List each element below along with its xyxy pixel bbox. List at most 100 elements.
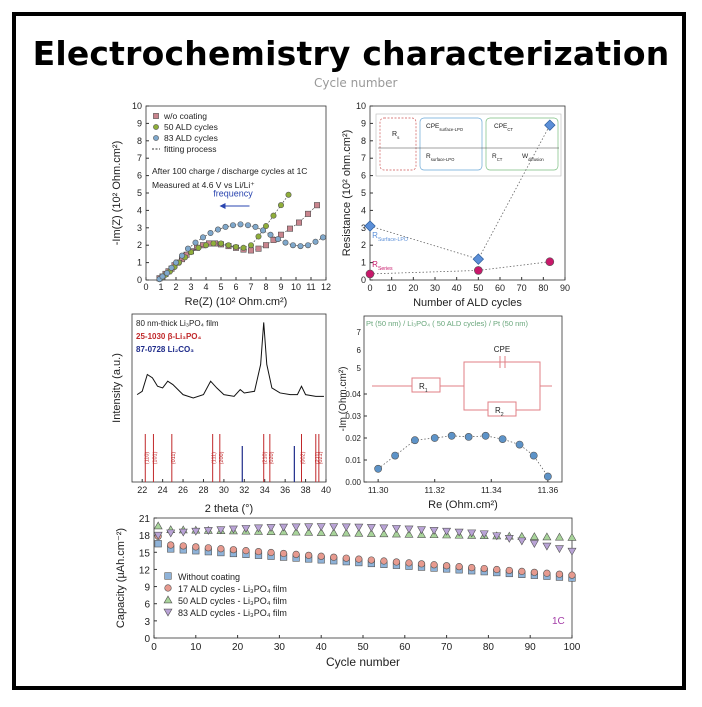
data-point	[260, 227, 267, 234]
frequency-arrowhead	[219, 203, 226, 210]
data-point	[278, 202, 285, 209]
data-point	[291, 523, 301, 532]
data-point	[515, 440, 524, 449]
y-tick-label: 0.00	[345, 478, 361, 487]
data-point	[430, 434, 439, 442]
x-tick-label: 22	[137, 485, 147, 495]
x-tick-label: 8	[263, 282, 268, 292]
y-tick-label: 4	[137, 205, 142, 215]
ref-peak-label: (111)	[212, 452, 218, 464]
circuit-label-w: Wdiffusion	[522, 153, 544, 162]
data-point	[255, 233, 262, 240]
x-tick-label: 10	[291, 282, 301, 292]
data-point	[263, 223, 270, 230]
capacity-chart: 0 10 20 30 40 50 60 70 80 90 100 0 3 6 9 12 15 18 21 Cycle …	[115, 514, 581, 669]
data-point	[544, 119, 556, 131]
y-tick-label: 0	[137, 275, 142, 285]
ref-peak-label: (101)	[152, 451, 158, 464]
eis-fit-chart: 11.30 11.32 11.34 11.36 0.00 0.01 0.02 0.03 0.04…	[338, 315, 563, 511]
x-tick-label: 50	[357, 642, 369, 653]
x-tick-label: 80	[483, 642, 495, 653]
circuit-label-r1-sub: surface-LPO	[431, 157, 455, 162]
y-tick-label: 21	[139, 514, 151, 525]
data-point	[282, 239, 289, 246]
xrd-chart: 22 24 26 28 30 32 34 36 38 40 2 theta (°) Intensity…	[111, 313, 331, 515]
data-point	[153, 531, 163, 540]
data-point	[287, 225, 294, 232]
data-point	[297, 243, 304, 250]
x-axis-label: Re(Z) (10² Ohm.cm²)	[185, 296, 288, 308]
data-point	[312, 238, 319, 245]
x-tick-label: 11.36	[538, 485, 559, 495]
data-point	[290, 242, 297, 249]
circuit-box	[375, 113, 562, 177]
data-point	[254, 524, 263, 533]
circuit-label-r2: RCT	[492, 153, 503, 162]
data-point	[248, 247, 255, 254]
data-point	[329, 523, 339, 532]
data-point	[254, 547, 263, 556]
ref-peak-label: (020)	[269, 451, 275, 464]
legend-ref-red: 25-1030 β-Li₃PO₄	[136, 332, 201, 341]
circuit-label-w-main: W	[522, 153, 529, 160]
data-point	[392, 558, 401, 566]
y-tick-label: 8	[361, 136, 366, 146]
x-tick-label: 60	[399, 642, 411, 653]
data-point	[454, 528, 464, 537]
ref-peak-label: (211)	[315, 452, 321, 465]
x-axis-label: Cycle number	[326, 655, 400, 669]
data-point	[241, 525, 251, 533]
plot-frame	[363, 315, 563, 483]
x-tick-label: 100	[564, 642, 581, 653]
data-point	[505, 566, 513, 575]
y-tick-label: 6	[144, 600, 150, 611]
y-tick-label: 0.02	[345, 434, 361, 443]
ref-peak-label: (210)	[263, 451, 269, 464]
data-point	[545, 257, 555, 267]
y-tick-label: 9	[137, 118, 142, 128]
data-point	[405, 559, 413, 567]
legend-label: 83 ALD cycles	[164, 133, 218, 143]
ref-peak-label: (021)	[318, 451, 324, 464]
data-point	[365, 269, 375, 279]
y-tick-label: 18	[139, 531, 151, 542]
data-point	[529, 532, 539, 540]
data-point	[154, 540, 162, 548]
data-point	[341, 523, 351, 532]
label-surface: RSurface-LPO	[372, 231, 408, 243]
data-point	[529, 540, 539, 548]
x-tick-label: 11.32	[424, 485, 445, 495]
arrow-label: frequency	[213, 188, 253, 198]
x-tick-label: 0	[143, 282, 148, 292]
data-point	[285, 191, 292, 198]
y-axis-label: Intensity (a.u.)	[111, 353, 123, 423]
x-tick-label: 6	[233, 282, 238, 292]
annotation: After 100 charge / discharge cycles at 1…	[152, 166, 307, 176]
data-point	[173, 259, 180, 266]
data-point	[430, 561, 438, 569]
y-tick-label-top: 7	[357, 328, 362, 337]
y-axis-label: -Im(Z) (10² Ohm.cm²)	[111, 141, 123, 245]
legend-marker	[163, 608, 173, 617]
data-point	[542, 542, 552, 551]
data-point	[166, 529, 176, 538]
data-point	[542, 532, 552, 541]
data-point	[267, 231, 274, 238]
y-tick-label: 10	[132, 101, 142, 111]
data-point	[218, 240, 225, 247]
y-tick-label: 7	[137, 153, 142, 163]
x-tick-label: 28	[198, 485, 208, 495]
y-tick-label: 2	[137, 240, 142, 250]
resistance-chart: 0 10 20 30 40 50 60 70 80 90 0 1 2 3 4 5 6 7 8 9 10 Number of…	[341, 101, 570, 309]
data-point	[153, 521, 163, 530]
x-tick-label: 26	[178, 485, 188, 495]
data-point	[543, 472, 552, 481]
data-point	[316, 528, 326, 536]
legend-marker	[164, 572, 172, 580]
data-point	[203, 527, 213, 535]
y-tick-label: 12	[139, 565, 151, 576]
circuit-group-surface	[419, 117, 483, 171]
y-tick-label: 0	[361, 275, 366, 285]
ref-peak-label: (002)	[300, 451, 306, 464]
data-point	[417, 560, 426, 568]
